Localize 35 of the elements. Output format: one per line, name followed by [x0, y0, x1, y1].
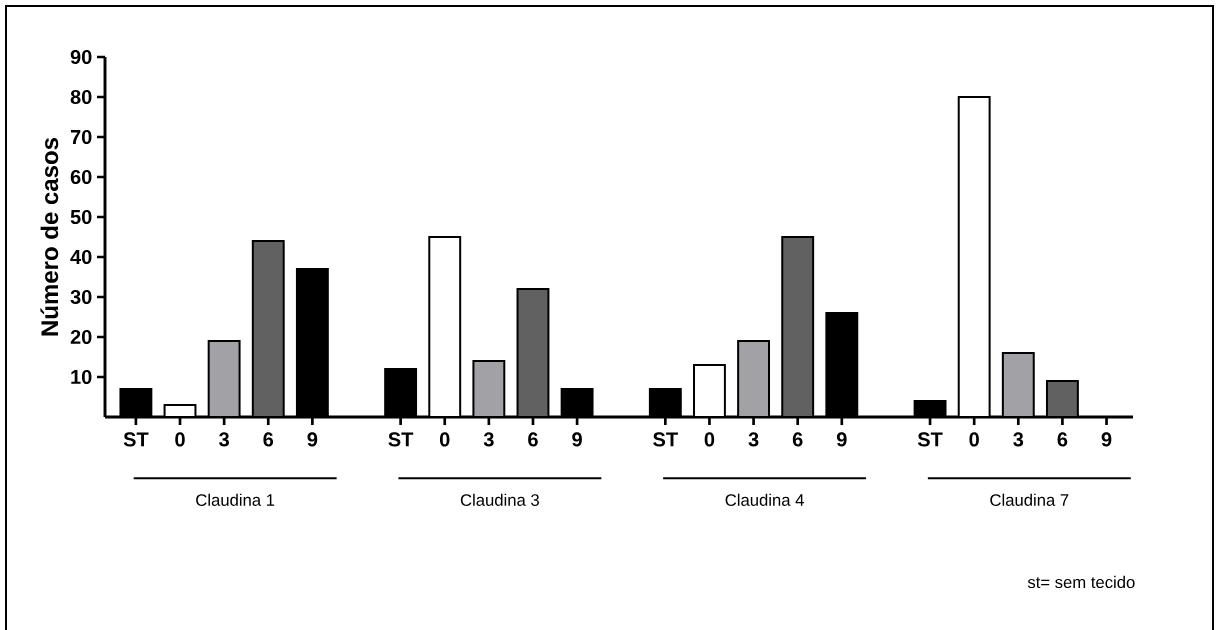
- x-tick-label: 0: [704, 432, 715, 447]
- x-tick-label: 3: [219, 432, 229, 447]
- x-tick-label: 0: [439, 432, 450, 447]
- y-axis-title: Número de casos: [40, 137, 59, 336]
- y-tick-label: 50: [70, 209, 92, 225]
- x-tick-label: 3: [1013, 432, 1024, 447]
- x-tick-label: 9: [307, 432, 318, 447]
- x-tick-label: 6: [528, 432, 538, 447]
- y-tick-label: 90: [70, 49, 92, 65]
- y-tick-label: 60: [70, 169, 92, 185]
- text: Claudina 3: [460, 493, 539, 506]
- text: Claudina 4: [725, 493, 804, 506]
- x-tick-label: 6: [263, 432, 274, 447]
- x-tick-label: 6: [1057, 432, 1068, 447]
- text: Claudina 1: [196, 493, 275, 506]
- x-tick-label: 0: [969, 432, 979, 447]
- y-tick-label: 10: [71, 369, 92, 385]
- x-tick-label: ST: [653, 432, 678, 447]
- x-tick-label: ST: [123, 432, 149, 447]
- x-tick-label: ST: [388, 432, 414, 447]
- y-tick-label: 70: [70, 129, 92, 145]
- x-tick-label: 9: [1101, 432, 1112, 447]
- x-tick-label: 0: [175, 432, 185, 447]
- y-tick-label: 80: [70, 89, 92, 105]
- text: Claudina 7: [990, 493, 1069, 506]
- y-tick-label: 30: [70, 289, 92, 305]
- x-tick-label: ST: [917, 432, 943, 447]
- y-tick-label: 40: [70, 249, 92, 265]
- x-tick-label: 9: [572, 432, 582, 447]
- x-tick-label: 3: [748, 432, 759, 447]
- y-tick-label: 20: [70, 329, 92, 345]
- x-tick-label: 9: [836, 432, 847, 447]
- x-tick-label: 3: [483, 432, 494, 447]
- text: st= sem tecido: [1027, 575, 1135, 589]
- x-tick-label: 6: [792, 432, 803, 447]
